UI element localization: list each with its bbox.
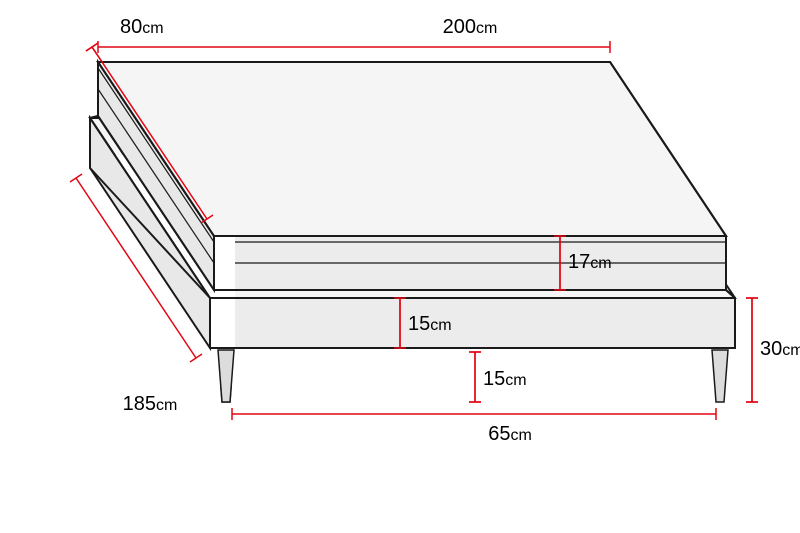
svg-text:17cm: 17cm xyxy=(568,251,612,273)
dim-15b-value: 15 xyxy=(483,368,505,390)
svg-text:15cm: 15cm xyxy=(483,368,527,390)
svg-text:15cm: 15cm xyxy=(408,313,452,335)
dim-65-unit: cm xyxy=(510,427,531,444)
dim-80-value: 80 xyxy=(120,16,142,38)
dim-65-value: 65 xyxy=(488,423,510,445)
dim-17-value: 17 xyxy=(568,251,590,273)
svg-text:80cm: 80cm xyxy=(120,16,164,38)
bed-dimension-diagram: 80cm 200cm 17cm 15cm xyxy=(0,0,800,533)
svg-text:65cm: 65cm xyxy=(488,423,532,445)
dim-185-unit: cm xyxy=(156,397,177,414)
dim-200-value: 200 xyxy=(443,16,476,38)
dim-30-value: 30 xyxy=(760,338,782,360)
dim-15a-value: 15 xyxy=(408,313,430,335)
dim-15b-unit: cm xyxy=(505,372,526,389)
dim-17-unit: cm xyxy=(590,255,611,272)
svg-text:30cm: 30cm xyxy=(760,338,800,360)
dim-15a-unit: cm xyxy=(430,317,451,334)
dim-200-unit: cm xyxy=(476,20,497,37)
dim-80-unit: cm xyxy=(142,20,163,37)
dim-185-value: 185 xyxy=(123,393,156,415)
frame-front xyxy=(210,298,735,348)
svg-text:200cm: 200cm xyxy=(443,16,498,38)
svg-text:185cm: 185cm xyxy=(123,393,178,415)
dim-30-unit: cm xyxy=(782,342,800,359)
